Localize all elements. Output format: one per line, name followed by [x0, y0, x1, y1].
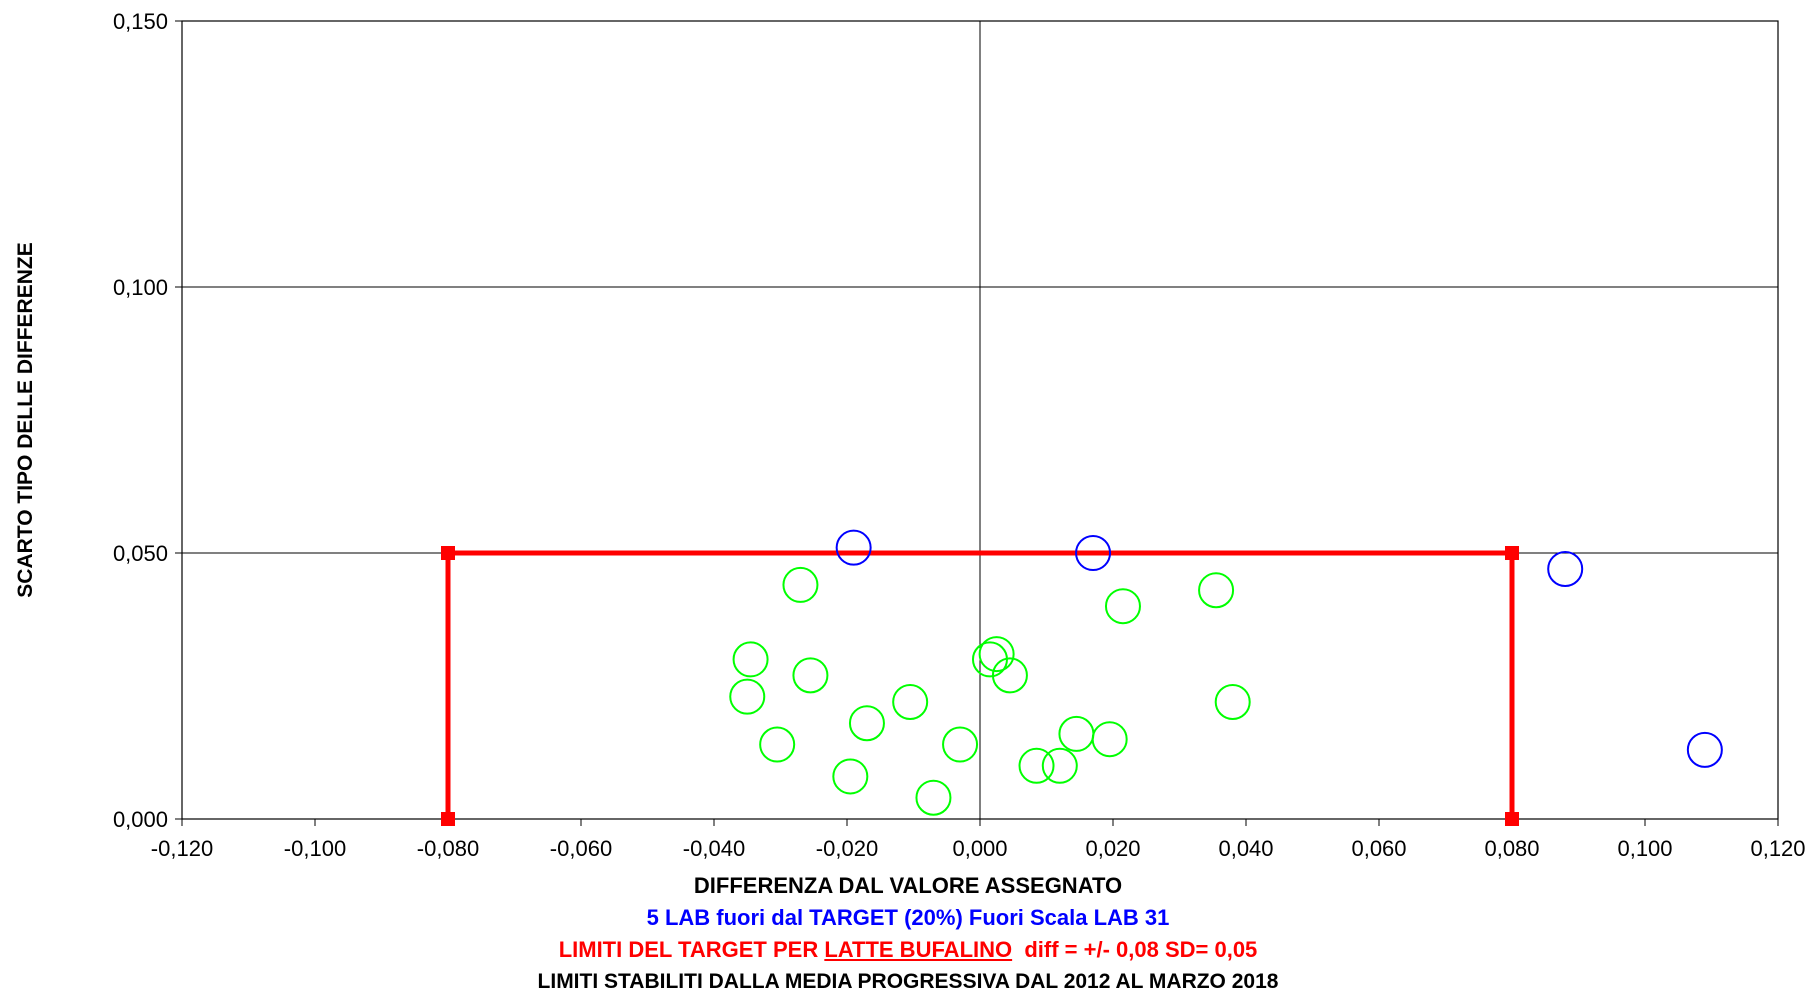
grid-lines — [182, 21, 1778, 819]
target-limits-note-prefix: LIMITI DEL TARGET PER — [558, 937, 825, 962]
target-limits-note-suffix: diff = +/- 0,08 SD= 0,05 — [1012, 937, 1258, 962]
target-limit-marker — [1505, 812, 1519, 826]
in-target-point — [978, 636, 1015, 673]
in-target-point — [892, 683, 929, 720]
scatter-chart: -0,120 -0,100 -0,080 -0,060 -0,040 -0,020 0,00… — [14, 9, 1806, 861]
out-of-target-point — [1075, 535, 1112, 571]
out-of-target-point — [1547, 550, 1584, 587]
in-target-point — [1104, 588, 1141, 625]
x-tick-label: 0,120 — [1750, 836, 1805, 861]
x-tick-labels: -0,120 -0,100 -0,080 -0,060 -0,040 -0,020 0,00… — [151, 836, 1806, 861]
in-target-point — [832, 758, 869, 795]
x-tick-label: 0,020 — [1085, 836, 1140, 861]
target-limits — [441, 546, 1519, 826]
in-target-point — [1041, 747, 1078, 784]
in-target-point — [1091, 721, 1128, 758]
data-points — [729, 529, 1723, 816]
x-tick-label: -0,040 — [683, 836, 745, 861]
in-target-point — [991, 657, 1028, 694]
in-target-point — [792, 657, 829, 694]
x-tick-label: 0,000 — [952, 836, 1007, 861]
in-target-point — [732, 641, 769, 678]
in-target-point — [942, 726, 979, 763]
y-tick-label: 0,050 — [113, 541, 168, 566]
x-axis-label: DIFFERENZA DAL VALORE ASSEGNATO — [693, 873, 1123, 898]
in-target-point — [1018, 747, 1055, 784]
out-of-target-point — [1686, 731, 1723, 768]
target-limits-note-product: LATTE BUFALINO — [824, 937, 1013, 962]
x-tick-label: 0,040 — [1218, 836, 1273, 861]
in-target-point — [1214, 683, 1251, 720]
y-tick-label: 0,100 — [113, 275, 168, 300]
target-limit-line — [445, 550, 1515, 819]
target-limit-marker — [441, 812, 455, 826]
in-target-point — [915, 779, 952, 816]
x-tick-label: 0,100 — [1617, 836, 1672, 861]
y-axis-label: SCARTO TIPO DELLE DIFFERENZE — [14, 242, 37, 597]
y-tick-label: 0,150 — [113, 9, 168, 34]
in-target-point — [848, 705, 885, 742]
plot-frame — [175, 20, 1779, 826]
y-tick-label: 0,000 — [113, 807, 168, 832]
x-tick-label: -0,080 — [417, 836, 479, 861]
in-target-point — [1198, 572, 1235, 609]
x-tick-label: -0,100 — [284, 836, 346, 861]
in-target-point — [1058, 715, 1095, 752]
out-of-target-point — [835, 529, 872, 566]
in-target-point — [782, 566, 819, 603]
x-tick-label: -0,060 — [550, 836, 612, 861]
target-limit-marker — [441, 546, 455, 560]
out-of-target-note: 5 LAB fuori dal TARGET (20%) Fuori Scala… — [646, 905, 1170, 930]
in-target-point — [759, 726, 796, 763]
target-limits-note: LIMITI DEL TARGET PER LATTE BUFALINO dif… — [0, 936, 1816, 964]
y-tick-labels: 0,000 0,050 0,100 0,150 — [113, 9, 168, 832]
x-tick-label: 0,080 — [1484, 836, 1539, 861]
x-tick-label: -0,020 — [816, 836, 878, 861]
in-target-point — [729, 678, 766, 715]
x-tick-label: -0,120 — [151, 836, 213, 861]
target-limit-marker — [1505, 546, 1519, 560]
x-tick-label: 0,060 — [1351, 836, 1406, 861]
limits-source-note: LIMITI STABILITI DALLA MEDIA PROGRESSIVA… — [537, 970, 1279, 993]
